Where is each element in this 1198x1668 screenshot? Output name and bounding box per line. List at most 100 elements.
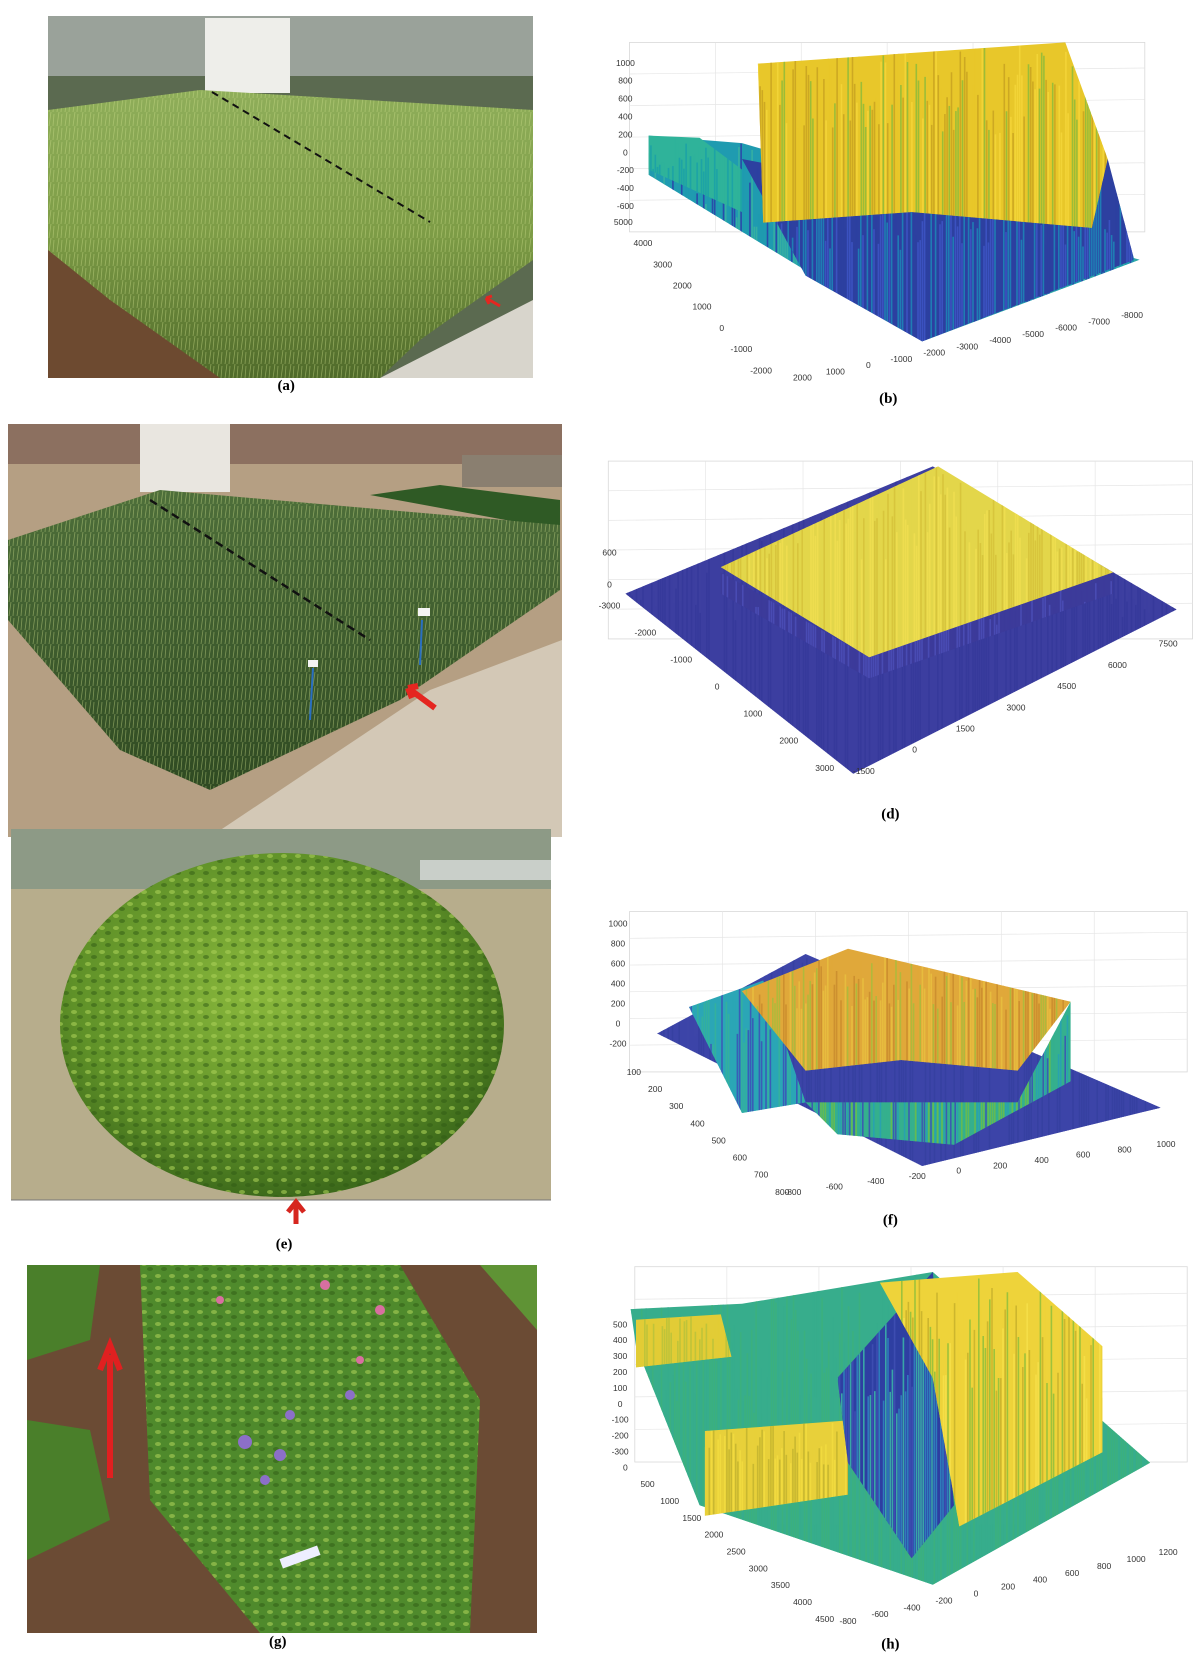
tick-label-left: 1000 (743, 709, 762, 719)
surface-plot: 6000-3000-2000-10000100020003000-1500015… (599, 461, 1193, 776)
tick-label-left: 500 (640, 1479, 654, 1489)
tick-label-z: 200 (611, 998, 625, 1008)
tick-label-z: -600 (617, 201, 634, 211)
tick-label-right: -1000 (890, 354, 912, 364)
tick-label-left: 0 (719, 323, 724, 333)
tick-label-z: 500 (613, 1319, 627, 1329)
tick-label-left: 2000 (673, 280, 692, 290)
tick-label-right: -200 (936, 1595, 953, 1605)
tick-label-z: 400 (618, 112, 632, 122)
tick-label-right: -200 (909, 1171, 926, 1181)
tick-label-z: 200 (618, 129, 632, 139)
tick-label-left: 4000 (634, 238, 653, 248)
tick-label-left: -1000 (670, 655, 692, 665)
tick-label-right: -600 (872, 1609, 889, 1619)
tick-label-right: -4000 (989, 335, 1011, 345)
tick-label-left: 1000 (660, 1496, 679, 1506)
tick-label-right: 1000 (1127, 1554, 1146, 1564)
figure: (a)(b)(d)(e)(f)(g)(h)10008006004002000-2… (0, 0, 1198, 1668)
tick-label-z: 800 (611, 939, 625, 949)
tick-label-z: 600 (602, 548, 616, 558)
tick-label-left: 200 (648, 1084, 662, 1094)
tick-label-left: 5000 (614, 217, 633, 227)
panel-label: (e) (276, 1237, 293, 1253)
tick-label-left: 2500 (727, 1547, 746, 1557)
tick-label-right: -1500 (853, 766, 875, 776)
tick-label-z: 400 (613, 1335, 627, 1345)
tick-label-left: -1000 (731, 344, 753, 354)
tick-label-right: 0 (912, 745, 917, 755)
surface-plot: 10008006004002000-200-400-60050004000300… (614, 42, 1145, 382)
tick-label-z: -300 (612, 1446, 629, 1456)
tick-label-right: 600 (1065, 1568, 1079, 1578)
tick-label-left: -2000 (750, 365, 772, 375)
tick-label-left: 0 (623, 1462, 628, 1472)
photo-a (48, 16, 533, 378)
tick-label-right: 400 (1035, 1155, 1049, 1165)
panel-label: (b) (879, 391, 897, 407)
tick-label-z: 600 (618, 94, 632, 104)
tick-label-right: 4500 (1057, 681, 1076, 691)
tick-label-right: 600 (1076, 1150, 1090, 1160)
photo-g (27, 1265, 537, 1633)
tick-label-right: 7500 (1159, 639, 1178, 649)
tick-label-z: -200 (612, 1431, 629, 1441)
tick-label-right: 0 (866, 360, 871, 370)
tick-label-z: -400 (617, 183, 634, 193)
tick-label-left: 2000 (779, 736, 798, 746)
tick-label-right: -7000 (1088, 316, 1110, 326)
tick-label-right: -800 (784, 1187, 801, 1197)
tick-label-z: 800 (618, 76, 632, 86)
tick-label-right: 200 (1001, 1582, 1015, 1592)
tick-label-z: 0 (623, 147, 628, 157)
page: (a)(b)(d)(e)(f)(g)(h)10008006004002000-2… (0, 0, 1198, 1668)
tick-label-left: 3500 (771, 1580, 790, 1590)
tick-label-left: 3000 (653, 259, 672, 269)
tick-label-right: -400 (904, 1602, 921, 1612)
tick-label-left: 1500 (682, 1513, 701, 1523)
tick-label-right: 1000 (826, 366, 845, 376)
tick-label-left: 2000 (705, 1530, 724, 1540)
panel-label: (d) (881, 806, 899, 822)
tick-label-z: 400 (611, 978, 625, 988)
tick-label-z: -100 (612, 1415, 629, 1425)
tick-label-left: 100 (627, 1067, 641, 1077)
tick-label-right: 1000 (1157, 1139, 1176, 1149)
surface-plot: 5004003002001000-100-200-300050010001500… (612, 1267, 1188, 1626)
tick-label-z: 300 (613, 1351, 627, 1361)
tick-label-left: 700 (754, 1170, 768, 1180)
tick-label-right: 800 (1097, 1561, 1111, 1571)
tick-label-right: -800 (839, 1616, 856, 1626)
tick-label-right: -400 (867, 1176, 884, 1186)
tick-label-right: -6000 (1055, 323, 1077, 333)
tick-label-right: -5000 (1022, 329, 1044, 339)
photo-c (8, 424, 562, 837)
surface-plot: 1000 800 600 400 200 0 -200 100 200 300 400 500 600 7… (609, 912, 1188, 1197)
tick-label-left: -3000 (599, 601, 621, 611)
tick-label-left: 500 (712, 1135, 726, 1145)
tick-label-right: 0 (956, 1166, 961, 1176)
panel-label: (a) (277, 378, 295, 394)
tick-label-z: 1000 (609, 919, 628, 929)
tick-label-left: 400 (690, 1118, 704, 1128)
tick-label-z: 200 (613, 1367, 627, 1377)
tick-label-z: -200 (609, 1038, 626, 1048)
tick-label-left: 600 (733, 1153, 747, 1163)
panel-label: (f) (883, 1212, 898, 1228)
panel-label: (g) (269, 1634, 287, 1650)
tick-label-z: 0 (616, 1018, 621, 1028)
tick-label-right: 2000 (793, 373, 812, 383)
tick-label-right: 1500 (956, 724, 975, 734)
tick-label-z: 100 (613, 1383, 627, 1393)
tick-label-right: 1200 (1159, 1547, 1178, 1557)
tick-label-left: 4500 (815, 1614, 834, 1624)
tick-label-left: 3000 (815, 763, 834, 773)
tick-label-z: 600 (611, 958, 625, 968)
panel-label: (h) (881, 1636, 899, 1652)
tick-label-left: 0 (715, 682, 720, 692)
tick-label-right: -600 (826, 1181, 843, 1191)
tick-label-right: 6000 (1108, 660, 1127, 670)
tick-label-right: -8000 (1121, 310, 1143, 320)
tick-label-left: 4000 (793, 1597, 812, 1607)
tick-label-left: 300 (669, 1101, 683, 1111)
